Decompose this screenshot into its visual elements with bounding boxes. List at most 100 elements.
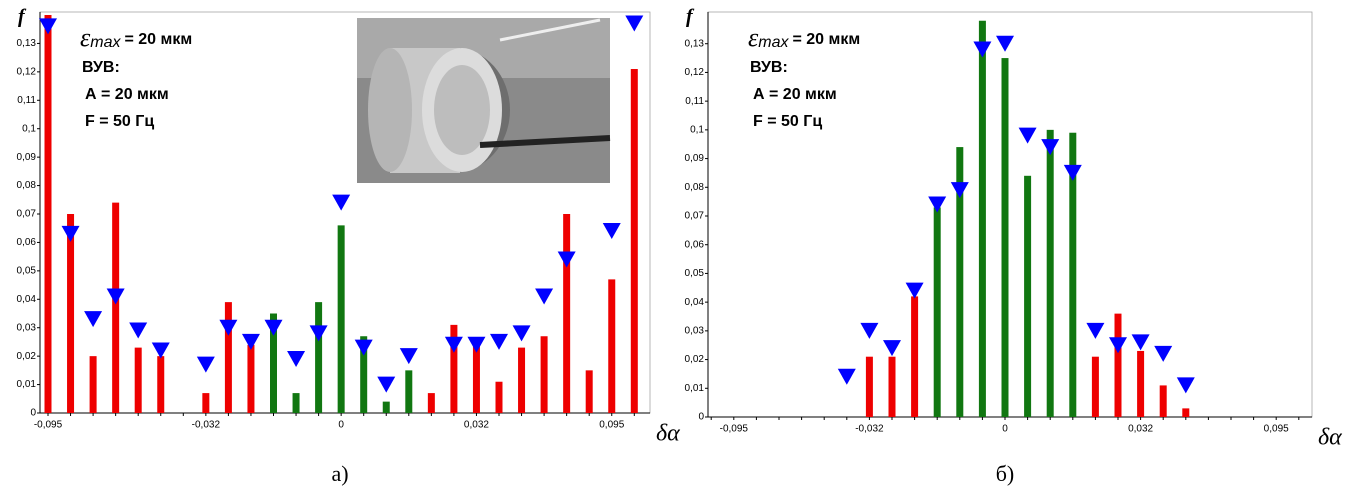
- plot-frame: [707, 11, 1313, 418]
- bar: [585, 370, 593, 413]
- bar: [1114, 313, 1122, 417]
- bar: [44, 15, 52, 413]
- marker: [106, 288, 125, 305]
- annotation: А = 20 мкм: [85, 86, 169, 103]
- y-tick-label: 0,01: [685, 383, 705, 394]
- bar: [382, 401, 390, 413]
- marker: [1063, 164, 1082, 181]
- x-tick-label: 0,095: [1264, 424, 1289, 435]
- bar: [540, 336, 548, 413]
- marker: [196, 356, 215, 373]
- bar: [1069, 132, 1077, 417]
- bar: [360, 336, 368, 413]
- y-tick-label: 0,09: [17, 152, 37, 163]
- bar: [202, 393, 210, 413]
- y-tick-label: 0,06: [685, 239, 705, 250]
- bar: [518, 347, 526, 413]
- marker: [129, 322, 148, 339]
- marker: [928, 196, 947, 213]
- x-tick-label: -0,095: [34, 420, 63, 431]
- y-tick-label: 0,08: [17, 180, 37, 191]
- bar: [1182, 408, 1190, 417]
- epsilon-label: εmax = 20 мкм: [80, 23, 192, 52]
- epsilon-sub: max: [90, 34, 121, 51]
- marker: [883, 340, 901, 357]
- x-tick-label: -0,032: [192, 420, 221, 431]
- y-tick-label: 0,1: [690, 124, 704, 135]
- bar: [270, 313, 277, 413]
- marker: [490, 333, 508, 350]
- marker: [444, 336, 463, 353]
- bar: [1159, 385, 1167, 417]
- bar: [405, 370, 413, 413]
- y-tick-label: 0: [698, 412, 704, 423]
- marker: [309, 325, 328, 342]
- bar: [450, 324, 458, 413]
- y-tick-label: 0,13: [17, 38, 37, 49]
- epsilon-sub: max: [758, 34, 789, 51]
- x-tick-label: -0,032: [855, 424, 884, 435]
- marker: [467, 336, 486, 353]
- bar: [978, 20, 986, 417]
- y-tick-label: 0,02: [685, 354, 705, 365]
- bar: [247, 344, 255, 413]
- bar: [608, 279, 616, 413]
- marker: [950, 182, 969, 199]
- marker: [905, 282, 924, 299]
- y-tick-label: 0,1: [22, 123, 36, 134]
- bar: [112, 202, 120, 413]
- bar: [337, 225, 345, 413]
- marker: [557, 251, 576, 268]
- marker: [1176, 377, 1195, 394]
- y-tick-label: 0,07: [17, 209, 37, 220]
- x-tick-label: 0: [338, 420, 344, 431]
- marker: [241, 333, 260, 350]
- marker: [1086, 322, 1105, 339]
- y-tick-label: 0,12: [17, 66, 37, 77]
- y-tick-label: 0,07: [685, 211, 705, 222]
- bar: [224, 302, 232, 413]
- bar: [89, 356, 97, 413]
- annotation: F = 50 Гц: [85, 113, 154, 130]
- marker: [1041, 139, 1060, 156]
- marker: [1018, 127, 1037, 144]
- bar: [472, 344, 480, 413]
- photo: [357, 18, 611, 183]
- y-tick-label: 0,11: [17, 95, 36, 106]
- annotation: F = 50 Гц: [753, 113, 822, 130]
- x-tick-label: 0,032: [464, 420, 489, 431]
- y-tick-label: 0,12: [685, 67, 705, 78]
- bar: [1046, 129, 1054, 417]
- bar: [563, 214, 571, 413]
- marker: [399, 348, 418, 365]
- marker: [837, 368, 856, 385]
- marker: [84, 311, 103, 328]
- epsilon-label: εmax = 20 мкм: [748, 23, 860, 52]
- marker: [377, 376, 396, 393]
- marker: [332, 194, 351, 211]
- epsilon-text: = 20 мкм: [124, 31, 192, 48]
- bar: [495, 381, 503, 413]
- y-tick-label: 0,05: [685, 268, 705, 279]
- marker: [39, 18, 57, 35]
- y-tick-label: 0,04: [685, 297, 705, 308]
- marker: [1154, 345, 1173, 362]
- epsilon-symbol: ε: [748, 23, 759, 52]
- annotation: А = 20 мкм: [753, 86, 837, 103]
- bar: [134, 347, 142, 413]
- bar: [933, 207, 941, 417]
- bar: [1001, 58, 1009, 417]
- marker: [973, 41, 992, 58]
- y-tick-label: 0,09: [685, 153, 705, 164]
- marker: [219, 319, 238, 336]
- y-axis-label: f: [18, 6, 27, 28]
- epsilon-symbol: ε: [80, 23, 91, 52]
- y-tick-label: 0,06: [17, 237, 37, 248]
- marker: [287, 350, 306, 367]
- x-tick-label: 0: [1002, 424, 1008, 435]
- y-tick-label: 0,11: [685, 96, 704, 107]
- bar: [911, 296, 919, 417]
- bar: [1137, 350, 1145, 417]
- y-tick-label: 0,04: [17, 294, 37, 305]
